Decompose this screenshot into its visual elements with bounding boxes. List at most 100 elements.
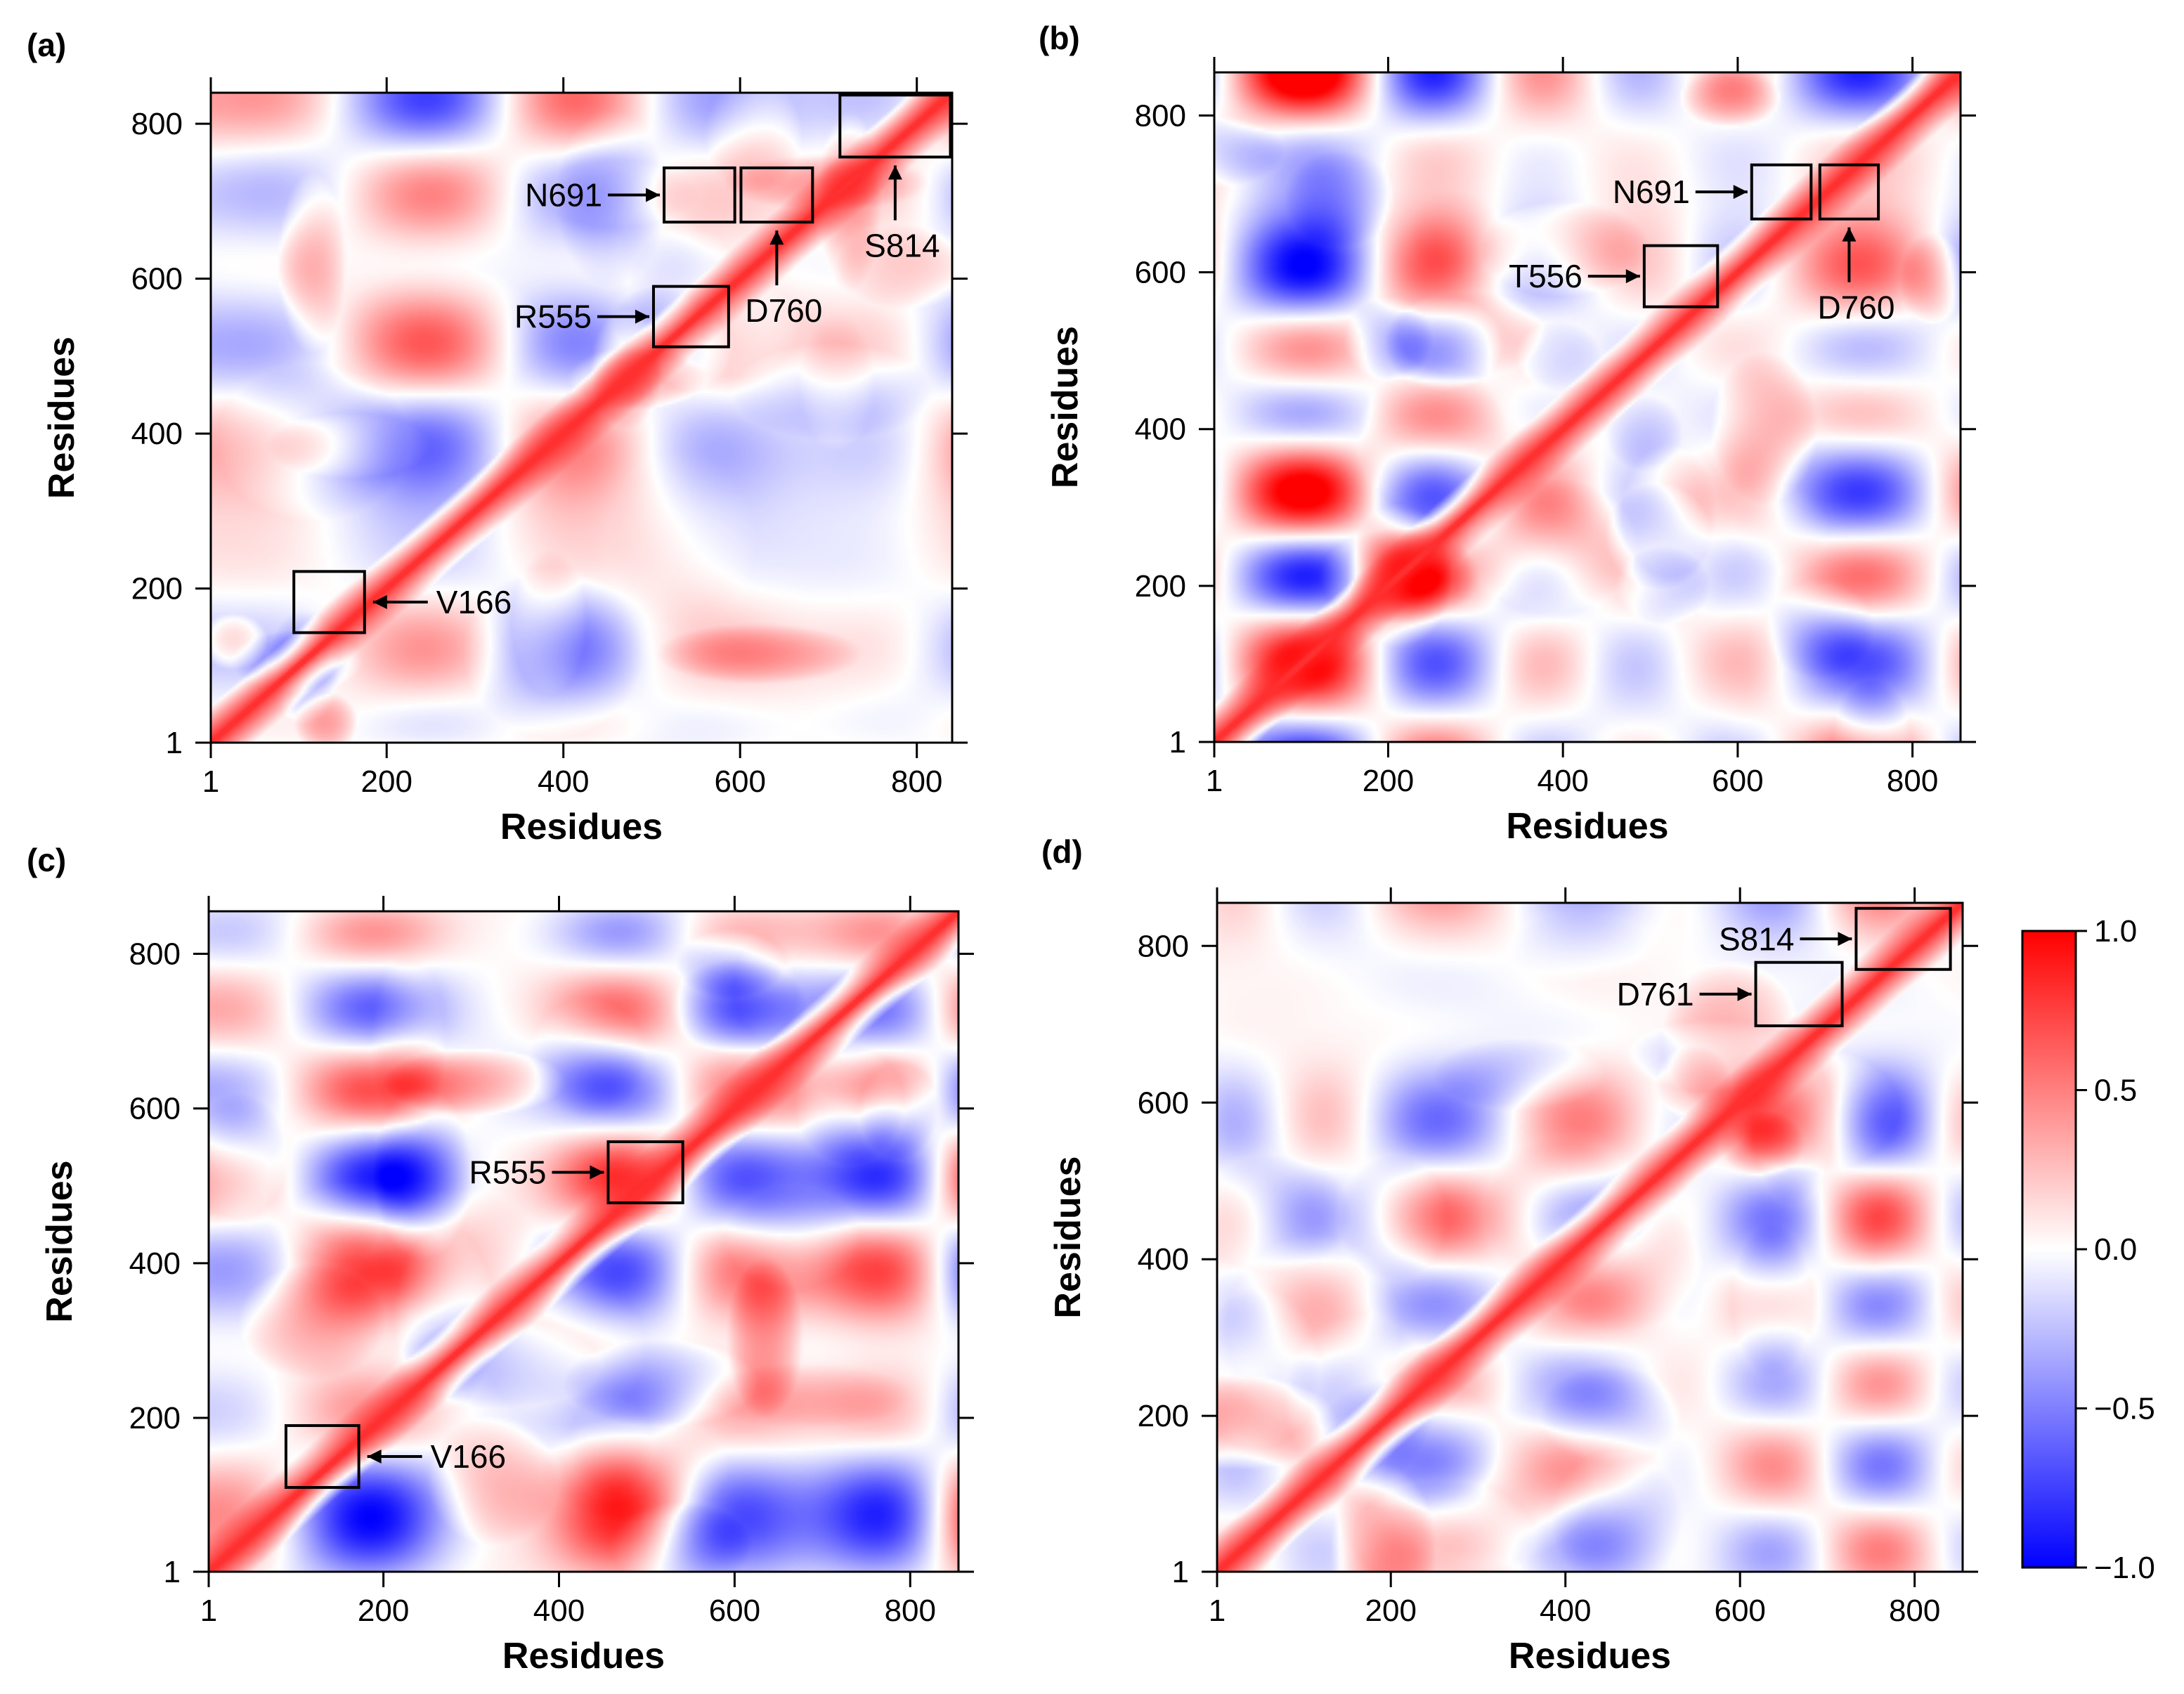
colorbar-tick-label: −0.5 [2094,1392,2155,1426]
y-tick-label: 200 [1135,569,1186,604]
annotation-label: V166 [431,1438,506,1475]
colorbar-tick-label: 1.0 [2094,914,2137,949]
y-tick-label: 400 [1135,412,1186,447]
annotation-box [292,570,366,634]
heatmap-image [211,93,952,743]
annotation-s814: S814 [838,93,952,264]
annotation-d761: D761 [1617,960,1844,1028]
y-tick-label: 600 [131,262,183,297]
colorbar: 1.0 0.5 0.0 −0.5 −1.0 [2021,914,2155,1585]
x-tick-label: 400 [1540,1594,1591,1628]
annotation-box [651,285,730,348]
y-tick-label: 600 [129,1092,181,1126]
plot-frame [207,910,960,1573]
annotation-label: S814 [864,228,940,264]
y-tick-label: 1 [1172,1555,1189,1589]
annotation-label: V166 [436,584,512,620]
annotation-box [1750,163,1813,221]
y-tick-label: 400 [129,1246,181,1281]
y-tick-label: 200 [131,572,183,606]
annotation-label: R555 [514,299,592,335]
annotation-arrow-head [590,1165,604,1180]
colorbar-tick-label: 0.5 [2094,1074,2137,1108]
annotation-box [1754,960,1844,1028]
heatmap-image [209,911,958,1572]
annotation-box [838,93,952,159]
x-axis-title: Residues [1509,1636,1671,1676]
x-tick-label: 600 [709,1594,760,1628]
annotation-box [663,166,736,224]
colorbar-tick-label: 0.0 [2094,1232,2137,1267]
y-axis-title: Residues [39,1160,80,1322]
annotation-s814: S814 [1719,906,1952,971]
x-tick-label: 800 [1889,1594,1940,1628]
y-axis-title: Residues [1048,1156,1088,1318]
panel-b: 1 200 400 600 800 1 200 400 600 800 Residues Residu… [1039,20,1976,847]
y-axis-title: Residues [1045,326,1086,488]
annotation-n691: N691 [525,166,736,224]
annotation-box [739,166,814,224]
colorbar-gradient [2021,930,2077,1569]
x-tick-label: 600 [1712,764,1763,798]
annotation-label: D760 [1817,289,1894,326]
annotation-arrow-head [372,594,387,609]
x-tick-label: 400 [533,1594,585,1628]
y-axis-title: Residues [41,337,82,499]
annotation-arrow-head [635,309,649,324]
panel-label: (a) [27,27,66,63]
annotation-label: D760 [745,292,822,329]
annotation-arrow-head [888,165,902,180]
panel-c: 1 200 400 600 800 1 200 400 600 800 Residues Residu… [27,842,974,1676]
x-tick-label: 600 [1714,1594,1765,1628]
y-tick-label: 1 [166,726,183,760]
heatmap-image [1217,903,1963,1572]
colorbar-ticks: 1.0 0.5 0.0 −0.5 −1.0 [2076,914,2155,1585]
x-axis-title: Residues [500,807,663,847]
plot-frame [1213,71,1962,743]
x-tick-label: 800 [1887,764,1938,798]
annotation-arrow-head [1838,932,1852,946]
panel-a: 1 200 400 600 800 1 200 400 600 800 Residues Residu… [27,27,968,847]
annotation-box [284,1423,360,1490]
annotation-d760: D760 [1817,163,1894,326]
x-axis-title: Residues [1506,806,1668,847]
annotation-t556: T556 [1509,244,1720,308]
annotation-r555: R555 [469,1140,684,1204]
panel-label: (d) [1041,833,1083,870]
annotation-arrow-head [769,230,784,245]
annotation-label: T556 [1509,258,1582,294]
annotation-label: N691 [525,177,602,214]
panel-d: 1 200 400 600 800 1 200 400 600 800 Residues Residu… [1041,833,1978,1676]
annotation-arrow-head [646,188,661,202]
x-tick-label: 1 [1209,1594,1226,1628]
annotation-v166: V166 [292,570,512,634]
x-tick-label: 600 [715,764,766,799]
y-tick-label: 600 [1135,256,1186,290]
y-tick-label: 600 [1138,1086,1189,1120]
plot-frame [209,91,954,744]
x-axis-title: Residues [502,1636,665,1676]
annotation-box [606,1140,684,1204]
annotation-label: N691 [1613,174,1690,210]
x-tick-label: 400 [1537,764,1588,798]
plot-frame [1216,901,1964,1573]
y-tick-label: 400 [131,417,183,451]
y-tick-label: 800 [1135,98,1186,133]
annotation-box [1854,906,1952,971]
annotation-label: R555 [469,1154,547,1190]
y-tick-label: 800 [1138,929,1189,963]
y-tick-label: 800 [131,107,183,141]
annotation-box [1818,163,1880,221]
annotation-label: S814 [1719,920,1794,957]
x-tick-label: 200 [358,1594,409,1628]
annotation-arrow-head [1842,227,1857,242]
x-tick-label: 200 [1363,764,1414,798]
annotation-box [1642,244,1720,308]
annotation-arrow-head [1737,986,1752,1001]
x-tick-label: 800 [885,1594,936,1628]
x-tick-label: 200 [361,764,412,799]
annotation-v166: V166 [284,1423,506,1490]
annotation-label: D761 [1617,976,1694,1012]
annotation-arrow-head [1625,269,1640,284]
